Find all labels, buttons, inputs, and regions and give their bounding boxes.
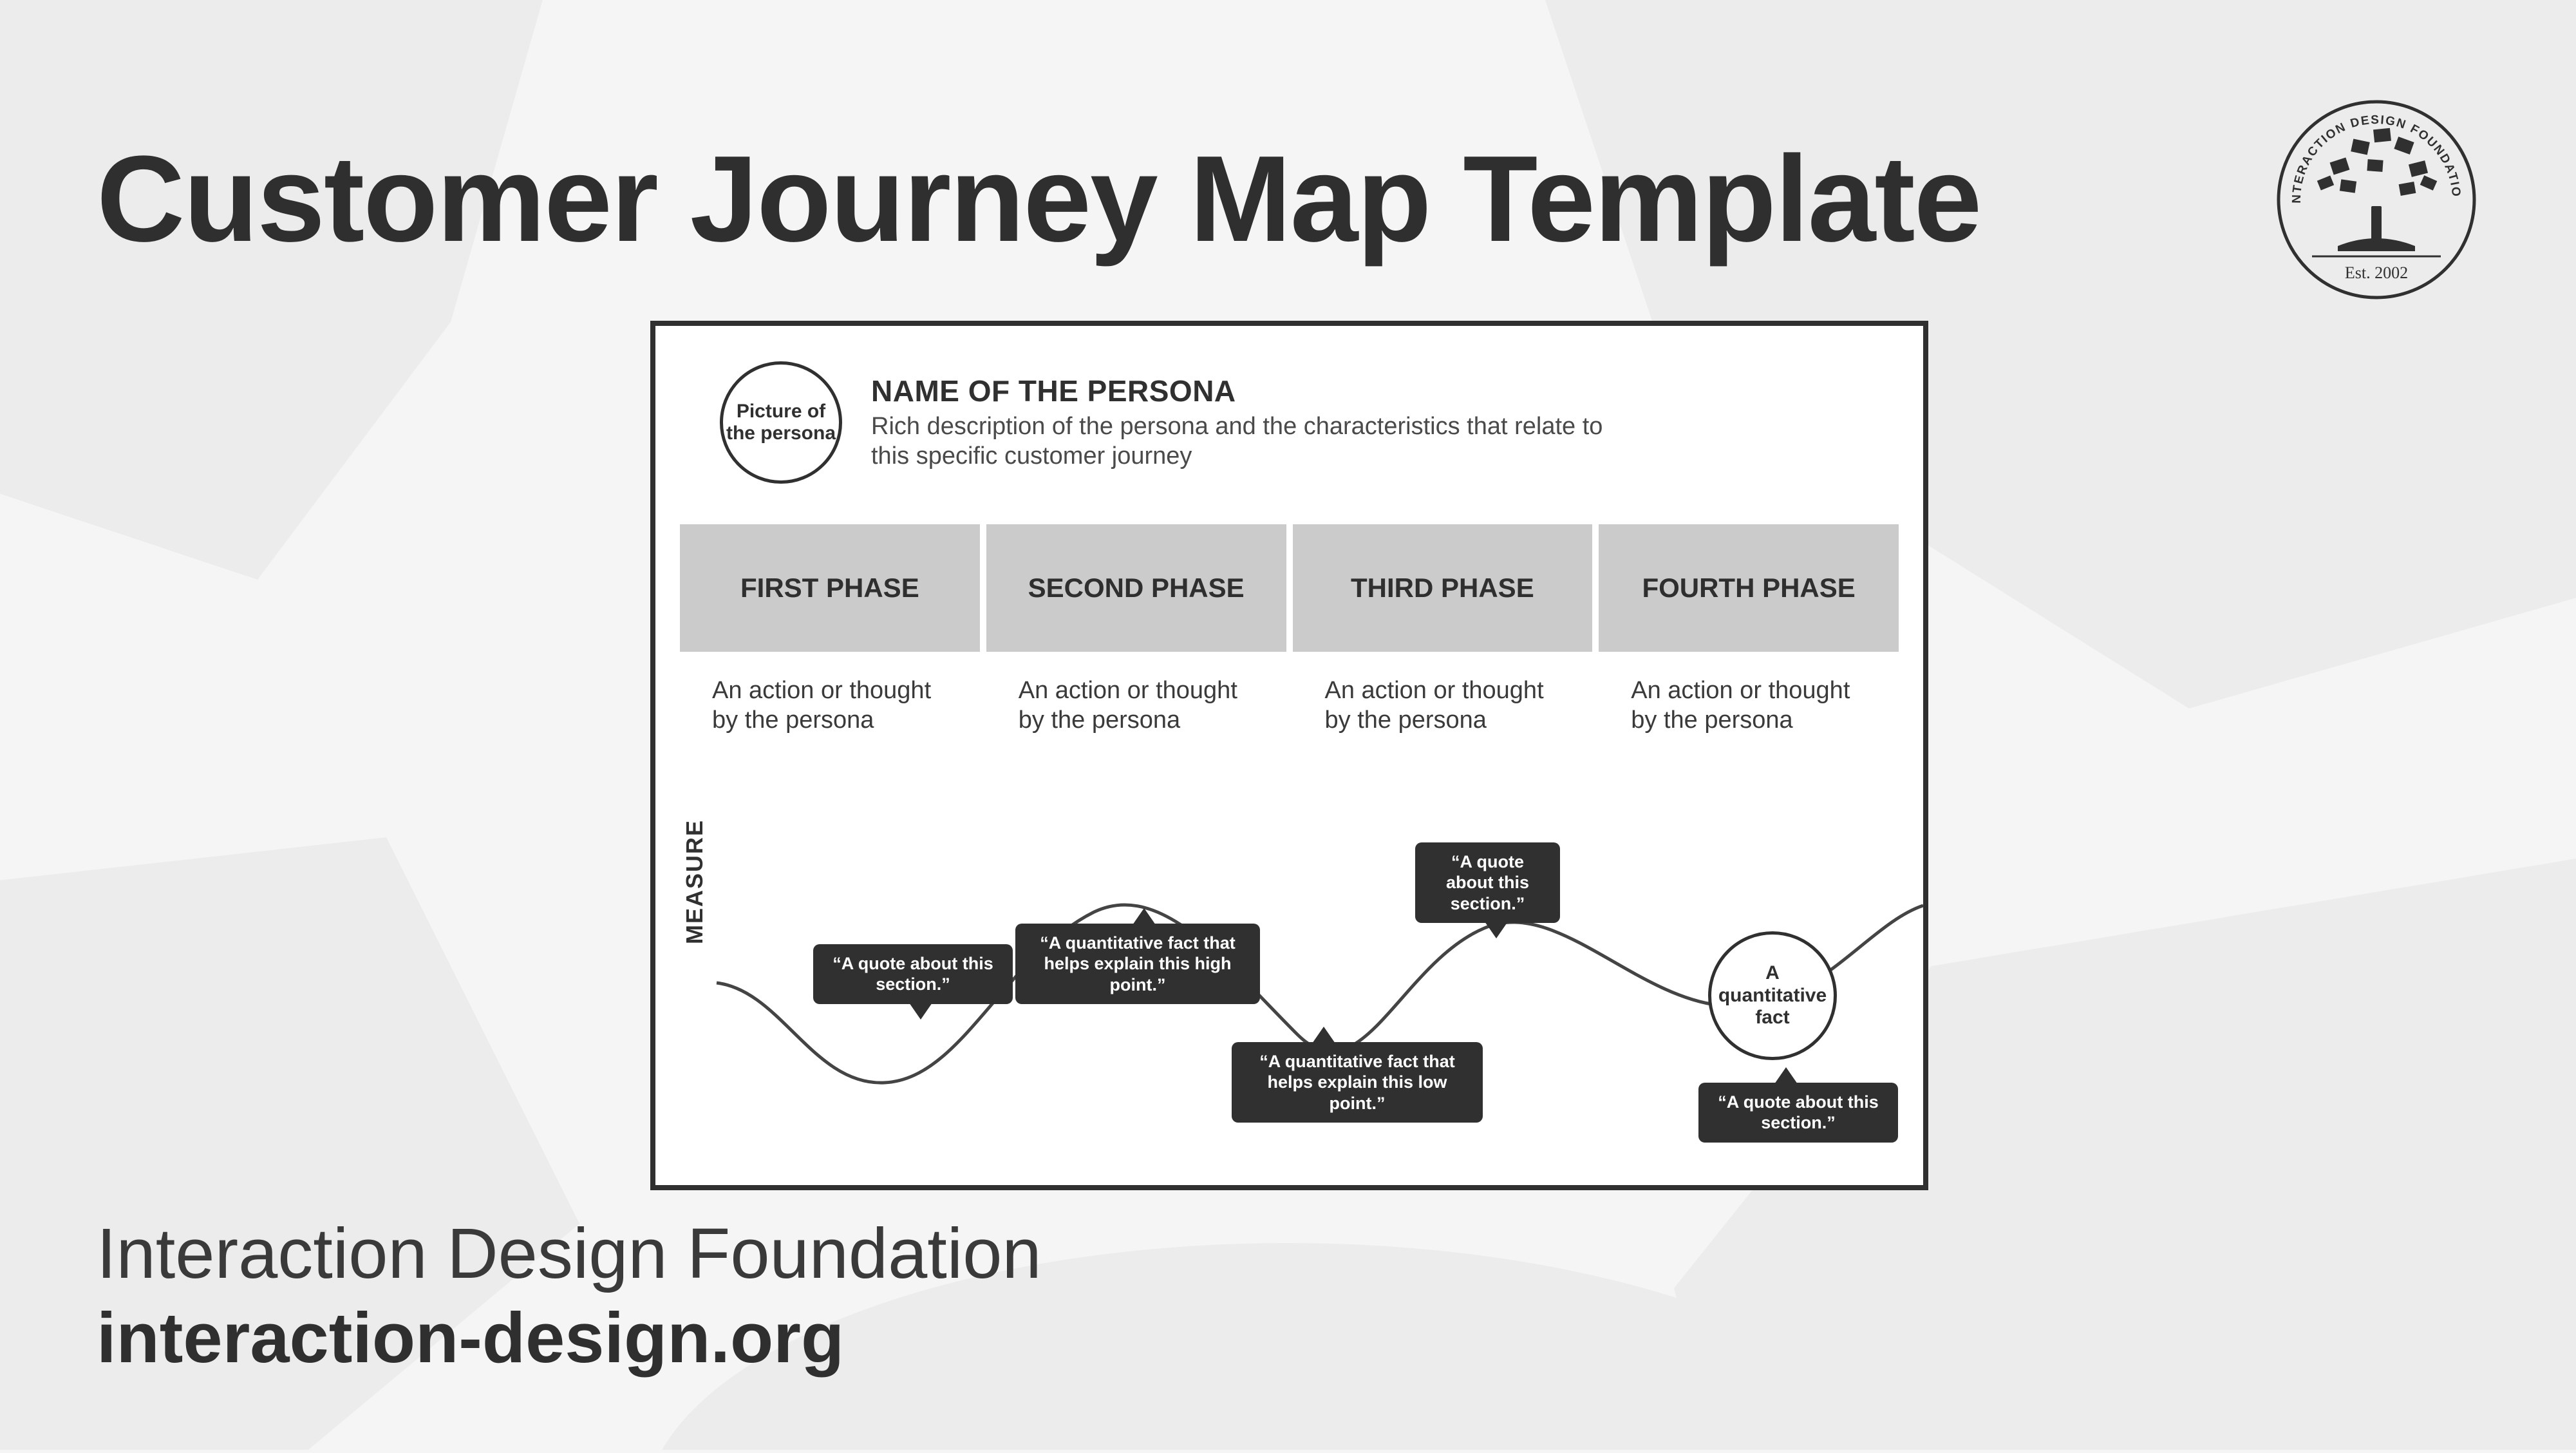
footer-org-name: Interaction Design Foundation <box>97 1213 1042 1295</box>
callout-quote-1: “A quote about this section.” <box>813 944 1013 1004</box>
phase-action-2: An action or thought by the persona <box>986 652 1286 735</box>
persona-picture-placeholder: Picture of the persona <box>720 361 842 484</box>
page-title: Customer Journey Map Template <box>97 129 1980 269</box>
persona-row: Picture of the persona NAME OF THE PERSO… <box>720 361 1897 484</box>
phase-action-3: An action or thought by the persona <box>1293 652 1593 735</box>
phase-grid: FIRST PHASE An action or thought by the … <box>680 524 1899 735</box>
phase-header-1: FIRST PHASE <box>680 524 980 652</box>
journey-map-template: Picture of the persona NAME OF THE PERSO… <box>650 321 1928 1190</box>
callout-high-fact-text: “A quantitative fact that helps explain … <box>1040 933 1236 994</box>
phase-action-4: An action or thought by the persona <box>1599 652 1899 735</box>
callout-quote-3-text: “A quote about this section.” <box>1718 1092 1878 1132</box>
callout-quote-2: “A quote about this section.” <box>1415 842 1560 923</box>
callout-quote-2-text: “A quote about this section.” <box>1446 852 1529 913</box>
callout-high-fact: “A quantitative fact that helps explain … <box>1015 924 1260 1004</box>
phase-header-2: SECOND PHASE <box>986 524 1286 652</box>
phase-header-3: THIRD PHASE <box>1293 524 1593 652</box>
callout-low-fact-text: “A quantitative fact that helps explain … <box>1259 1052 1455 1113</box>
persona-description: Rich description of the persona and the … <box>871 412 1644 471</box>
callout-quote-1-text: “A quote about this section.” <box>832 954 993 994</box>
measure-axis-label: MEASURE <box>681 819 708 944</box>
callout-low-fact: “A quantitative fact that helps explain … <box>1232 1042 1483 1123</box>
phase-header-4: FOURTH PHASE <box>1599 524 1899 652</box>
idf-logo: INTERACTION DESIGN FOUNDATION <box>2273 97 2479 303</box>
svg-text:Est. 2002: Est. 2002 <box>2345 263 2408 282</box>
journey-curve-area: “A quote about this section.” “A quantit… <box>717 828 1923 1176</box>
fact-circle: A quantitative fact <box>1708 931 1837 1060</box>
fact-circle-text: A quantitative fact <box>1711 962 1834 1029</box>
callout-quote-3: “A quote about this section.” <box>1698 1083 1898 1143</box>
footer-url: interaction-design.org <box>97 1297 1042 1379</box>
persona-picture-label: Picture of the persona <box>723 401 839 445</box>
phase-action-1: An action or thought by the persona <box>680 652 980 735</box>
persona-name: NAME OF THE PERSONA <box>871 374 1644 408</box>
